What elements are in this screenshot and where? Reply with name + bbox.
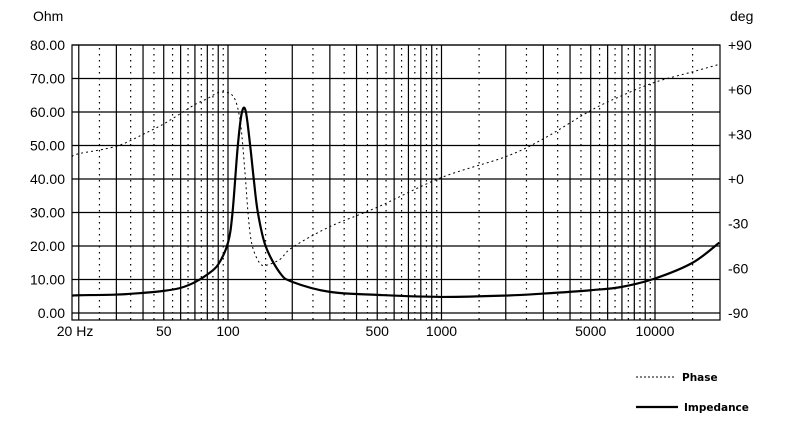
left-axis-label: Ohm <box>33 8 63 24</box>
right-tick-label: +0 <box>728 171 744 187</box>
left-tick-label: 10.00 <box>30 272 65 288</box>
x-tick-label: 5000 <box>575 323 606 339</box>
impedance-curve <box>71 106 720 299</box>
phase-curve <box>71 63 720 267</box>
right-tick-label: +90 <box>728 37 752 53</box>
left-tick-label: 70.00 <box>30 71 65 87</box>
legend: Phase Impedance <box>636 372 749 414</box>
right-axis-label: deg <box>730 8 753 24</box>
series-group <box>71 63 720 299</box>
x-tick-label: 50 <box>156 323 172 339</box>
left-tick-label: 20.00 <box>30 238 65 254</box>
left-tick-label: 80.00 <box>30 37 65 53</box>
left-tick-label: 60.00 <box>30 104 65 120</box>
x-tick-label: 500 <box>366 323 390 339</box>
x-tick-label: 100 <box>216 323 240 339</box>
left-tick-label: 40.00 <box>30 171 65 187</box>
right-tick-label: +30 <box>728 126 752 142</box>
right-tick-label: -30 <box>728 216 748 232</box>
left-tick-label: 30.00 <box>30 205 65 221</box>
right-tick-label: +60 <box>728 82 752 98</box>
plot-border <box>71 44 721 321</box>
left-tick-label: 50.00 <box>30 138 65 154</box>
grid <box>72 44 720 320</box>
legend-phase-label: Phase <box>682 372 718 384</box>
legend-impedance-label: Impedance <box>684 402 749 414</box>
x-tick-label: 10000 <box>636 323 675 339</box>
x-tick-label: 1000 <box>426 323 457 339</box>
right-tick-label: -60 <box>728 260 748 276</box>
right-tick-label: -90 <box>728 305 748 321</box>
axis-labels: Ohm deg 0.00 10.00 20.00 30.00 40.00 50.00 60.… <box>30 8 753 339</box>
x-tick-label: 20 Hz <box>57 323 94 339</box>
left-tick-label: 0.00 <box>38 305 65 321</box>
